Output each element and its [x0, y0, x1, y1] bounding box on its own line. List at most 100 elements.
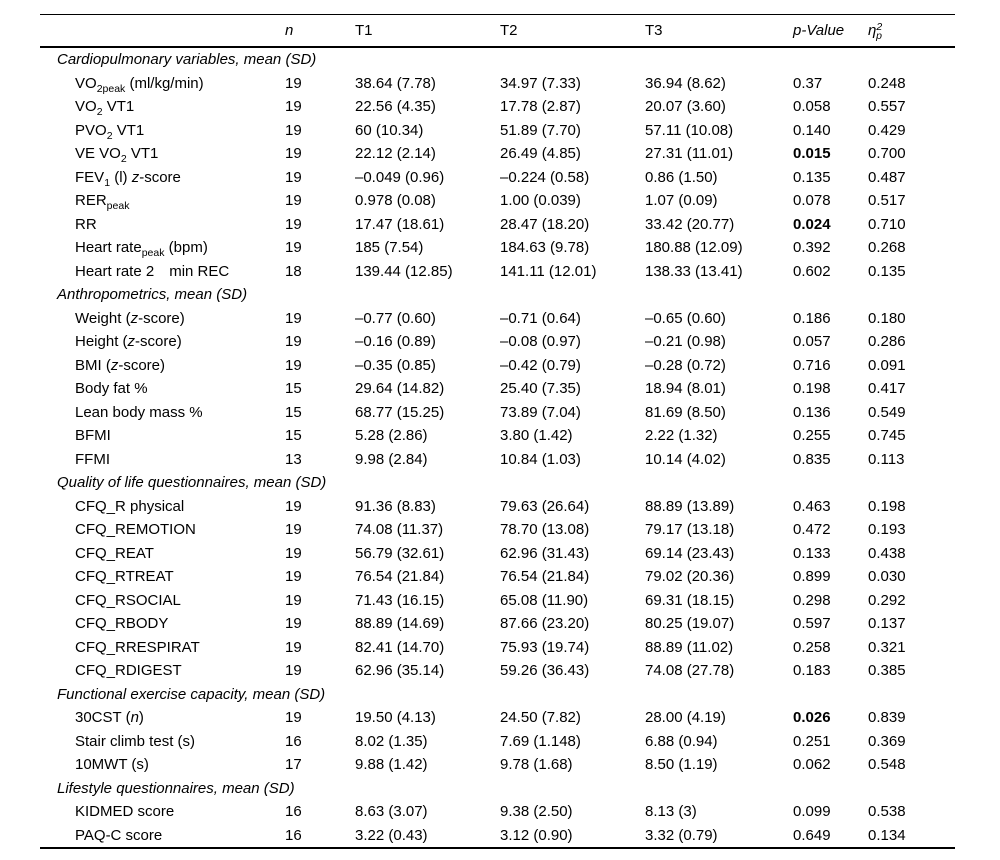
t3-cell: 28.00 (4.19) [645, 709, 726, 727]
text-part: n [130, 709, 139, 727]
t1-cell: –0.16 (0.89) [355, 333, 436, 351]
t3-cell: 69.31 (18.15) [645, 591, 735, 609]
table-row: Heart ratepeak (bpm) 19 185 (7.54) 184.63 (… [40, 236, 955, 260]
text-part: z [110, 356, 119, 374]
section-title: Anthropometrics, mean (SD) [57, 286, 248, 304]
t2-cell: 1.00 (0.039) [500, 192, 581, 210]
text-part: T1 [355, 22, 373, 39]
t3-cell: 79.02 (20.36) [645, 568, 735, 586]
eta-squared-cell: 0.487 [868, 168, 906, 186]
p-value-cell: 0.078 [793, 192, 831, 210]
table-row: VO2peak (ml/kg/min) 19 38.64 (7.78) 34.97 (… [40, 72, 955, 96]
section-title: Lifestyle questionnaires, mean (SD) [57, 779, 295, 797]
text-part: -score) [118, 356, 166, 374]
t2-cell: 65.08 (11.90) [500, 591, 589, 609]
t1-cell: 56.79 (32.61) [355, 544, 445, 562]
text-part: Height ( [75, 333, 128, 351]
t1-cell: 8.02 (1.35) [355, 732, 428, 750]
n-cell: 19 [285, 591, 302, 609]
text-part: Body fat % [75, 380, 148, 398]
n-cell: 19 [285, 239, 302, 257]
t2-cell: 24.50 (7.82) [500, 709, 581, 727]
text-part: CFQ_RRESPIRAT [75, 638, 200, 656]
eta-squared-cell: 0.198 [868, 497, 906, 515]
t1-cell: –0.35 (0.85) [355, 356, 436, 374]
eta-squared-cell: 0.745 [868, 427, 906, 445]
variable-label: Stair climb test (s) [40, 730, 285, 754]
p-value-cell: 0.602 [793, 262, 831, 280]
n-cell: 19 [285, 497, 302, 515]
t3-cell: 2.22 (1.32) [645, 427, 718, 445]
n-cell: 19 [285, 145, 302, 163]
t2-cell: 184.63 (9.78) [500, 239, 590, 257]
t2-cell: 76.54 (21.84) [500, 568, 590, 586]
t3-cell: 36.94 (8.62) [645, 74, 726, 92]
n-cell: 19 [285, 121, 302, 139]
p-value-cell: 0.392 [793, 239, 831, 257]
text-part: 30CST ( [75, 709, 131, 727]
eta-squared-cell: 0.135 [868, 262, 906, 280]
variable-label: VE VO2 VT1 [40, 142, 285, 166]
p-value-cell: 0.899 [793, 568, 831, 586]
variable-label: VO2peak (ml/kg/min) [40, 72, 285, 96]
p-value-cell: 0.057 [793, 333, 831, 351]
eta-squared-cell: 0.091 [868, 356, 906, 374]
eta-squared-cell: 0.268 [868, 239, 906, 257]
t2-cell: 79.63 (26.64) [500, 497, 590, 515]
variable-label: RERpeak [40, 189, 285, 213]
variable-label: CFQ_RDIGEST [40, 659, 285, 683]
table-row: VE VO2 VT1 19 22.12 (2.14) 26.49 (4.85) 27.3… [40, 142, 955, 166]
p-value-cell: 0.062 [793, 756, 831, 774]
eta-squared-cell: 0.710 [868, 215, 906, 233]
t1-cell: 74.08 (11.37) [355, 521, 444, 539]
text-part: Lean body mass % [75, 403, 203, 421]
n-cell: 16 [285, 732, 302, 750]
t2-cell: 17.78 (2.87) [500, 98, 581, 116]
eta-squared-cell: 0.549 [868, 403, 906, 421]
table-row: 30CST (n) 19 19.50 (4.13) 24.50 (7.82) 28.00… [40, 706, 955, 730]
eta-squared-cell: 0.369 [868, 732, 906, 750]
text-part: BFMI [75, 427, 111, 445]
variable-label: 30CST (n) [40, 706, 285, 730]
text-part: CFQ_R physical [75, 497, 185, 515]
eta-squared-cell: 0.030 [868, 568, 906, 586]
text-part: FEV [75, 168, 105, 186]
t3-cell: 20.07 (3.60) [645, 98, 726, 116]
t3-cell: 57.11 (10.08) [645, 121, 734, 139]
text-part: 2 [876, 21, 883, 33]
t2-cell: 9.78 (1.68) [500, 756, 573, 774]
table-row: RR 19 17.47 (18.61) 28.47 (18.20) 33.42 (20.… [40, 213, 955, 237]
t3-cell: 81.69 (8.50) [645, 403, 726, 421]
t3-cell: 33.42 (20.77) [645, 215, 735, 233]
text-part: VO [75, 74, 97, 92]
p-value-cell: 0.058 [793, 98, 831, 116]
text-part: z [131, 168, 140, 186]
table-row: FFMI 13 9.98 (2.84) 10.84 (1.03) 10.14 (4.02… [40, 448, 955, 472]
n-cell: 19 [285, 192, 302, 210]
text-part: Heart rate 2 min REC [75, 262, 230, 280]
variable-label: FFMI [40, 448, 285, 472]
t3-cell: 10.14 (4.02) [645, 450, 726, 468]
t1-cell: 3.22 (0.43) [355, 826, 428, 844]
p-value-cell: 0.37 [793, 74, 823, 92]
t2-cell: 73.89 (7.04) [500, 403, 581, 421]
section-title: Cardiopulmonary variables, mean (SD) [57, 51, 317, 69]
text-part: VT1 [102, 98, 135, 116]
text-part: T2 [500, 22, 518, 39]
variable-label: PAQ-C score [40, 824, 285, 849]
eta-squared-cell: 0.538 [868, 803, 906, 821]
n-cell: 15 [285, 380, 302, 398]
text-part: (l) [110, 168, 132, 186]
eta-squared-cell: 0.134 [868, 826, 906, 844]
section-row: Cardiopulmonary variables, mean (SD) [40, 47, 955, 72]
text-part: z [130, 309, 139, 327]
t2-cell: –0.08 (0.97) [500, 333, 581, 351]
text-part: -score [139, 168, 181, 186]
text-part: 2peak [96, 82, 126, 95]
variable-label: 10MWT (s) [40, 753, 285, 777]
section-row: Lifestyle questionnaires, mean (SD) [40, 777, 955, 801]
p-value-cell: 0.183 [793, 662, 831, 680]
text-part: 2 [96, 106, 103, 119]
text-part: (bpm) [164, 239, 208, 257]
text-part: z [127, 333, 136, 351]
